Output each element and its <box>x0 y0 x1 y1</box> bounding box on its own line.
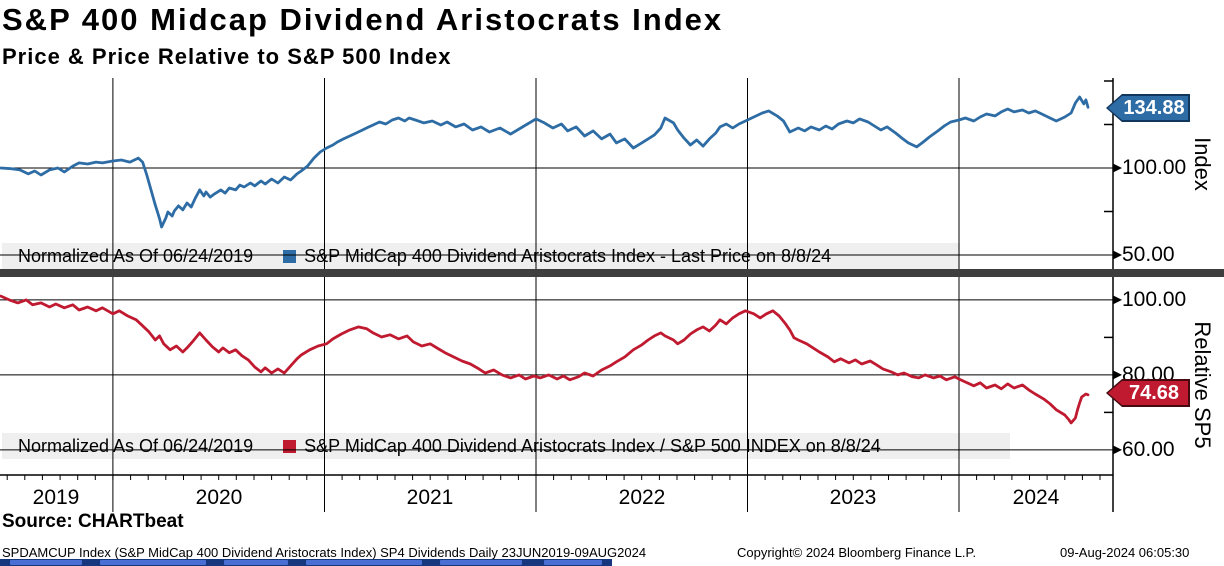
y-tick-label: 100.00 <box>1122 156 1187 179</box>
last-price-tag-index: 134.88 <box>1106 94 1190 122</box>
tag-fill <box>1108 96 1188 120</box>
chart-title: S&P 400 Midcap Dividend Aristocrats Inde… <box>2 2 724 37</box>
taskbar-segment <box>10 560 82 565</box>
x-tick-label: 2019 <box>32 486 80 509</box>
index-panel-plot-area[interactable] <box>0 78 1113 270</box>
tag-fill <box>1108 381 1188 405</box>
last-price-value-relative: 74.68 <box>1128 381 1180 404</box>
relative-legend: Normalized As Of 06/24/2019 S&P MidCap 4… <box>2 433 1010 459</box>
x-tick-label: 2024 <box>1012 486 1060 509</box>
panel-divider <box>0 269 1224 277</box>
x-tick-label: 2023 <box>829 486 877 509</box>
y-tick-label: 60.00 <box>1122 438 1175 461</box>
taskbar-segment <box>544 560 602 565</box>
footer-datetime: 09-Aug-2024 06:05:30 <box>1060 545 1190 560</box>
taskbar-segment <box>100 560 206 565</box>
index-price-line <box>0 95 1090 229</box>
footer-security-info: SPDAMCUP Index (S&P MidCap 400 Dividend … <box>2 545 647 560</box>
y-tick-label: 100.00 <box>1122 288 1187 311</box>
y-tick-label: 50.00 <box>1122 243 1175 266</box>
footer-copyright: Copyright© 2024 Bloomberg Finance L.P. <box>737 545 977 560</box>
x-tick-label: 2020 <box>195 486 243 509</box>
last-price-tag-relative: 74.68 <box>1106 379 1190 407</box>
relative-price-line <box>0 294 1090 425</box>
relative-legend-normalized: Normalized As Of 06/24/2019 <box>18 436 253 457</box>
x-tick-label: 2022 <box>618 486 666 509</box>
taskbar-segment <box>306 560 422 565</box>
y-axis-title-relative: Relative SP5 <box>1190 321 1215 449</box>
chart-subtitle: Price & Price Relative to S&P 500 Index <box>2 44 452 69</box>
taskbar-segment <box>224 560 288 565</box>
taskbar-strip[interactable] <box>0 559 612 566</box>
x-tick-label: 2021 <box>406 486 454 509</box>
relative-series-swatch <box>283 439 297 453</box>
source-note: Source: CHARTbeat <box>2 511 184 532</box>
taskbar-segment <box>440 560 522 565</box>
last-price-value-index: 134.88 <box>1123 96 1185 119</box>
relative-legend-series-label: S&P MidCap 400 Dividend Aristocrats Inde… <box>304 436 881 457</box>
index-series-swatch <box>283 249 297 263</box>
y-axis-title-index: Index <box>1190 137 1215 191</box>
